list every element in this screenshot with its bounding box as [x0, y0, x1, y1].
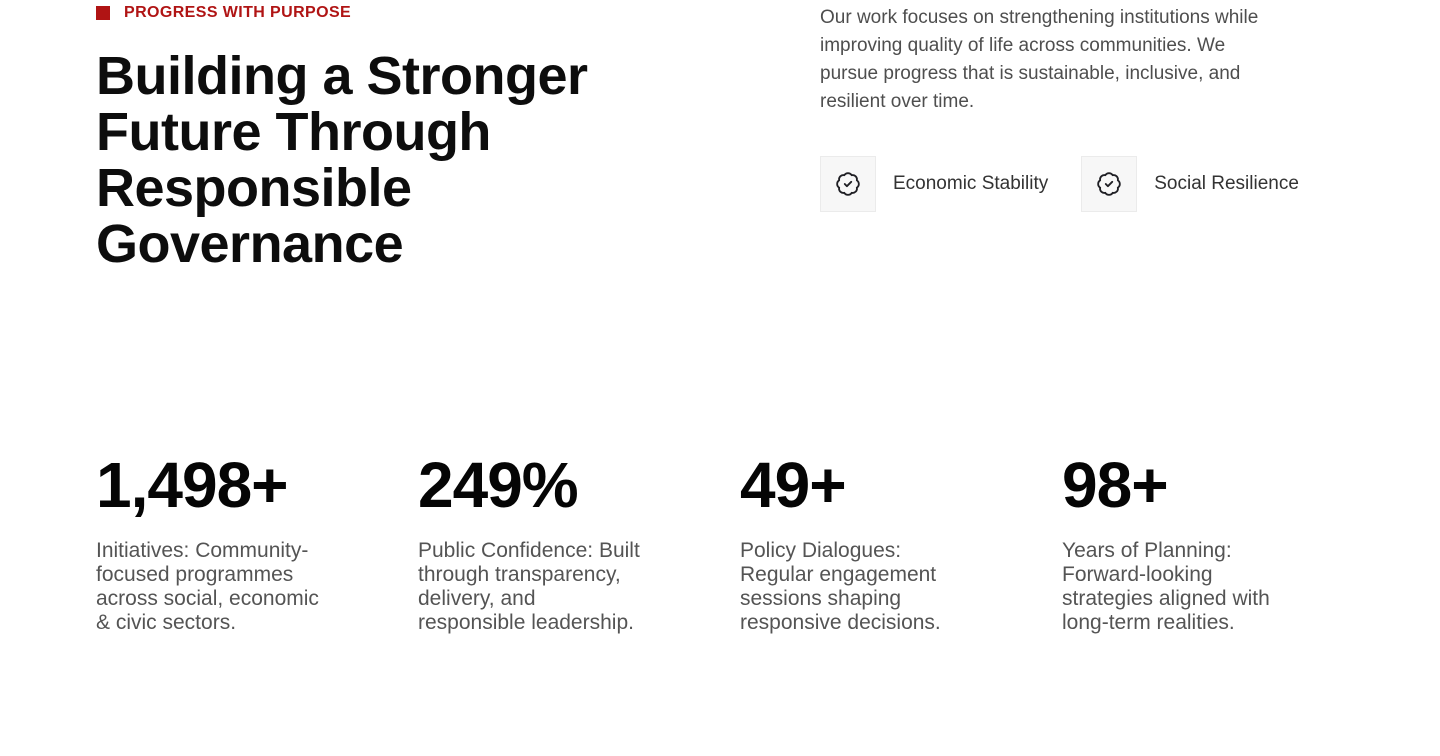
- stat-value: 49+: [740, 449, 847, 521]
- intro-paragraph: Our work focuses on strengthening instit…: [820, 7, 1259, 112]
- stat-description: Policy Dialogues: Regular engagement ses…: [740, 539, 941, 634]
- eyebrow: PROGRESS WITH PURPOSE: [96, 4, 716, 22]
- stat-initiatives: 1,498+ Initiatives: Community- focused p…: [96, 453, 378, 635]
- stats-row: 1,498+ Initiatives: Community- focused p…: [96, 453, 1344, 635]
- hero-right-column: Our work focuses on strengthening instit…: [820, 4, 1344, 212]
- eyebrow-square-icon: [96, 6, 110, 20]
- top-section: PROGRESS WITH PURPOSE Building a Stronge…: [96, 4, 1344, 272]
- stat-value: 1,498+: [96, 449, 289, 521]
- icon-box: [1081, 156, 1138, 212]
- stat-years-of-planning: 98+ Years of Planning: Forward-looking s…: [1062, 453, 1344, 635]
- feature-label: Economic Stability: [893, 173, 1049, 194]
- stat-value: 98+: [1062, 449, 1169, 521]
- badge-check-icon: [836, 172, 860, 196]
- hero-stats-section: PROGRESS WITH PURPOSE Building a Stronge…: [96, 4, 1344, 635]
- stat-description: Public Confidence: Built through transpa…: [418, 539, 640, 634]
- feature-label: Social Resilience: [1154, 173, 1299, 194]
- page-title: Building a Stronger Future Through Respo…: [96, 46, 588, 274]
- stat-policy-dialogues: 49+ Policy Dialogues: Regular engagement…: [740, 453, 1022, 635]
- icon-box: [820, 156, 876, 212]
- feature-social-resilience: Social Resilience: [1081, 156, 1299, 212]
- feature-list: Economic Stability Social Resilience: [820, 156, 1344, 212]
- stat-description: Initiatives: Community- focused programm…: [96, 539, 319, 634]
- stat-value: 249%: [418, 449, 579, 521]
- stat-description: Years of Planning: Forward-looking strat…: [1062, 539, 1270, 634]
- hero-left-column: PROGRESS WITH PURPOSE Building a Stronge…: [96, 4, 716, 272]
- badge-check-icon: [1097, 172, 1121, 196]
- stat-public-confidence: 249% Public Confidence: Built through tr…: [418, 453, 700, 635]
- eyebrow-label: PROGRESS WITH PURPOSE: [124, 4, 352, 21]
- feature-economic-stability: Economic Stability: [820, 156, 1048, 212]
